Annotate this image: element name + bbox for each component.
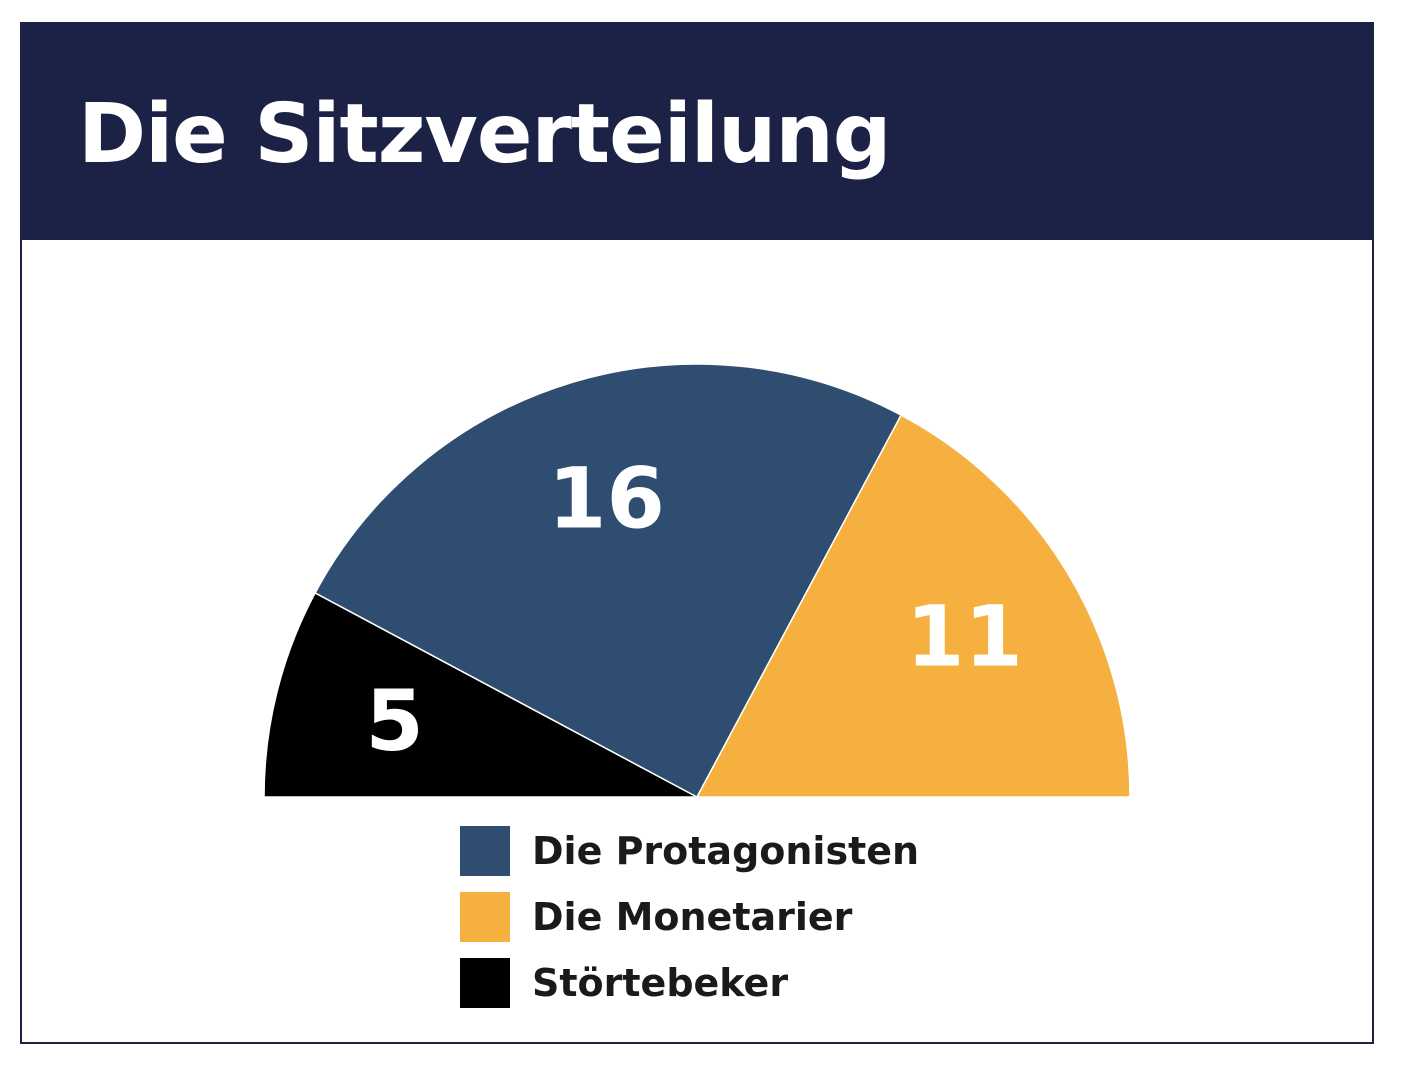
legend-label-stoertebeker: Störtebeker [532, 961, 789, 1005]
chart-title: Die Sitzverteilung [78, 87, 891, 182]
seat-label-stoertebeker: 5 [365, 672, 423, 770]
legend-label-monetarier: Die Monetarier [532, 895, 853, 939]
legend-item-monetarier: Die Monetarier [460, 892, 919, 942]
seat-label-monetarier: 11 [906, 588, 1023, 686]
chart-card: Die Sitzverteilung [20, 22, 1374, 1044]
legend-item-stoertebeker: Störtebeker [460, 958, 919, 1008]
legend-swatch-protagonisten [460, 826, 510, 876]
legend-label-protagonisten: Die Protagonisten [532, 829, 920, 873]
title-bar: Die Sitzverteilung [22, 24, 1372, 240]
legend-swatch-stoertebeker [460, 958, 510, 1008]
slice-stoertebeker [263, 591, 698, 798]
slice-monetarier [695, 414, 1131, 798]
legend-swatch-monetarier [460, 892, 510, 942]
chart-legend: Die Protagonisten Die Monetarier Störteb… [460, 826, 919, 1024]
seat-label-protagonisten: 16 [548, 450, 665, 548]
legend-item-protagonisten: Die Protagonisten [460, 826, 919, 876]
